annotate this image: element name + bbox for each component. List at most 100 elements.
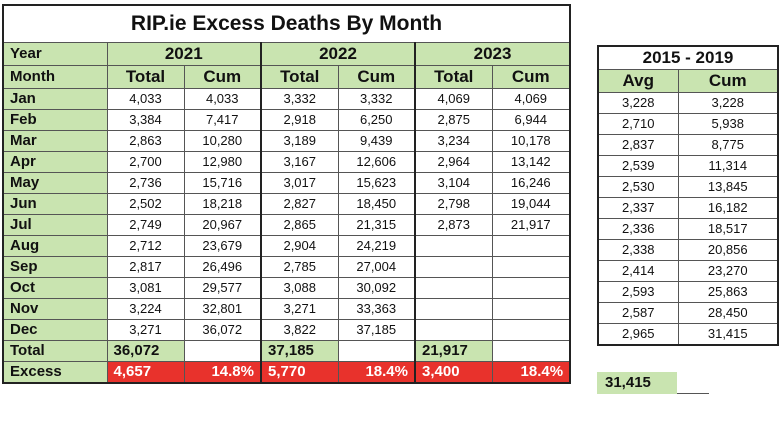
total-blank-cell: [491, 340, 571, 362]
table-row: Oct 3,081 29,577 3,088 30,092: [2, 277, 571, 299]
monthly-total-cell: 3,332: [260, 88, 339, 110]
baseline-avg-cell: 2,337: [597, 197, 679, 219]
cumulative-cell: 26,496: [183, 256, 262, 278]
baseline-period-row: 2015 - 2019: [597, 45, 779, 70]
excess-row: Excess 4,657 14.8% 5,770 18.4% 3,400 18.4%: [2, 361, 571, 384]
monthly-total-cell: 4,033: [106, 88, 185, 110]
table-row: Dec 3,271 36,072 3,822 37,185: [2, 319, 571, 341]
month-cell: Jan: [2, 88, 108, 110]
cumulative-cell: 4,033: [183, 88, 262, 110]
baseline-cum-cell: 20,856: [677, 239, 779, 261]
table-row: May 2,736 15,716 3,017 15,623 3,104 16,246: [2, 172, 571, 194]
cumulative-cell: 21,917: [491, 214, 571, 236]
cumulative-cell: [491, 298, 571, 320]
total-label: Total: [2, 340, 108, 362]
monthly-total-cell: 2,875: [414, 109, 493, 131]
monthly-total-cell: [414, 319, 493, 341]
excess-value-cell: 3,400: [414, 361, 493, 384]
baseline-avg-cell: 2,710: [597, 113, 679, 135]
excess-deaths-table: RIP.ie Excess Deaths By Month Year 2021 …: [2, 4, 572, 384]
cumulative-cell: 12,980: [183, 151, 262, 173]
year-label: Year: [2, 42, 108, 66]
cumulative-cell: 7,417: [183, 109, 262, 131]
cumulative-cell: [491, 277, 571, 299]
month-cell: Apr: [2, 151, 108, 173]
total-header-2021: Total: [106, 65, 185, 89]
baseline-avg-cell: 2,338: [597, 239, 679, 261]
baseline-avg-cell: 2,336: [597, 218, 679, 240]
baseline-row: 2,837 8,775: [597, 134, 779, 156]
month-cell: Oct: [2, 277, 108, 299]
baseline-avg-cell: 2,965: [597, 323, 679, 346]
monthly-total-cell: 2,712: [106, 235, 185, 257]
baseline-total: 31,415: [597, 372, 677, 394]
monthly-total-cell: 2,827: [260, 193, 339, 215]
monthly-total-cell: 3,234: [414, 130, 493, 152]
avg-header: Avg: [597, 69, 679, 93]
month-cell: Aug: [2, 235, 108, 257]
month-cell: Mar: [2, 130, 108, 152]
baseline-table-body: 2015 - 2019 Avg Cum 3,228 3,228 2,710 5,938…: [597, 45, 779, 346]
baseline-header-row: Avg Cum: [597, 69, 779, 93]
baseline-total-underline: [677, 393, 709, 394]
total-blank-cell: [337, 340, 416, 362]
table-row: Nov 3,224 32,801 3,271 33,363: [2, 298, 571, 320]
monthly-total-cell: 3,017: [260, 172, 339, 194]
cumulative-cell: 19,044: [491, 193, 571, 215]
cumulative-cell: 18,218: [183, 193, 262, 215]
excess-label: Excess: [2, 361, 108, 384]
monthly-total-cell: 3,189: [260, 130, 339, 152]
year-total-cell: 37,185: [260, 340, 339, 362]
table-row: Aug 2,712 23,679 2,904 24,219: [2, 235, 571, 257]
monthly-total-cell: 3,822: [260, 319, 339, 341]
baseline-row: 2,338 20,856: [597, 239, 779, 261]
total-blank-cell: [183, 340, 262, 362]
cumulative-cell: 6,250: [337, 109, 416, 131]
monthly-total-cell: [414, 277, 493, 299]
cumulative-cell: 33,363: [337, 298, 416, 320]
year-total-cell: 36,072: [106, 340, 185, 362]
month-cell: Sep: [2, 256, 108, 278]
baseline-cum-cell: 18,517: [677, 218, 779, 240]
monthly-total-cell: 3,088: [260, 277, 339, 299]
year-total-cell: 21,917: [414, 340, 493, 362]
baseline-cum-cell: 13,845: [677, 176, 779, 198]
monthly-total-cell: 2,736: [106, 172, 185, 194]
month-label: Month: [2, 65, 108, 89]
monthly-total-cell: 3,271: [106, 319, 185, 341]
cumulative-cell: 9,439: [337, 130, 416, 152]
month-cell: Jul: [2, 214, 108, 236]
cum-header-2022: Cum: [337, 65, 416, 89]
baseline-row: 2,336 18,517: [597, 218, 779, 240]
baseline-row: 2,710 5,938: [597, 113, 779, 135]
cumulative-cell: 12,606: [337, 151, 416, 173]
title-row: RIP.ie Excess Deaths By Month: [2, 4, 571, 43]
month-cell: Nov: [2, 298, 108, 320]
month-cell: May: [2, 172, 108, 194]
monthly-total-cell: 2,964: [414, 151, 493, 173]
cumulative-cell: 6,944: [491, 109, 571, 131]
monthly-total-cell: 3,081: [106, 277, 185, 299]
cumulative-cell: [491, 235, 571, 257]
cumulative-cell: [491, 319, 571, 341]
cumulative-cell: 30,092: [337, 277, 416, 299]
baseline-cum-cell: 5,938: [677, 113, 779, 135]
baseline-row: 2,587 28,450: [597, 302, 779, 324]
baseline-table: 2015 - 2019 Avg Cum 3,228 3,228 2,710 5,938…: [597, 45, 779, 346]
baseline-row: 2,337 16,182: [597, 197, 779, 219]
cumulative-cell: 15,716: [183, 172, 262, 194]
cum-header-2023: Cum: [491, 65, 571, 89]
baseline-cum-header: Cum: [677, 69, 779, 93]
baseline-avg-cell: 2,414: [597, 260, 679, 282]
monthly-total-cell: 2,863: [106, 130, 185, 152]
cumulative-cell: 16,246: [491, 172, 571, 194]
monthly-total-cell: 2,785: [260, 256, 339, 278]
table-row: Apr 2,700 12,980 3,167 12,606 2,964 13,142: [2, 151, 571, 173]
baseline-avg-cell: 2,587: [597, 302, 679, 324]
cumulative-cell: 20,967: [183, 214, 262, 236]
month-header-row: Month Total Cum Total Cum Total Cum: [2, 65, 571, 89]
month-cell: Feb: [2, 109, 108, 131]
baseline-row: 2,530 13,845: [597, 176, 779, 198]
baseline-cum-cell: 11,314: [677, 155, 779, 177]
baseline-row: 2,593 25,863: [597, 281, 779, 303]
